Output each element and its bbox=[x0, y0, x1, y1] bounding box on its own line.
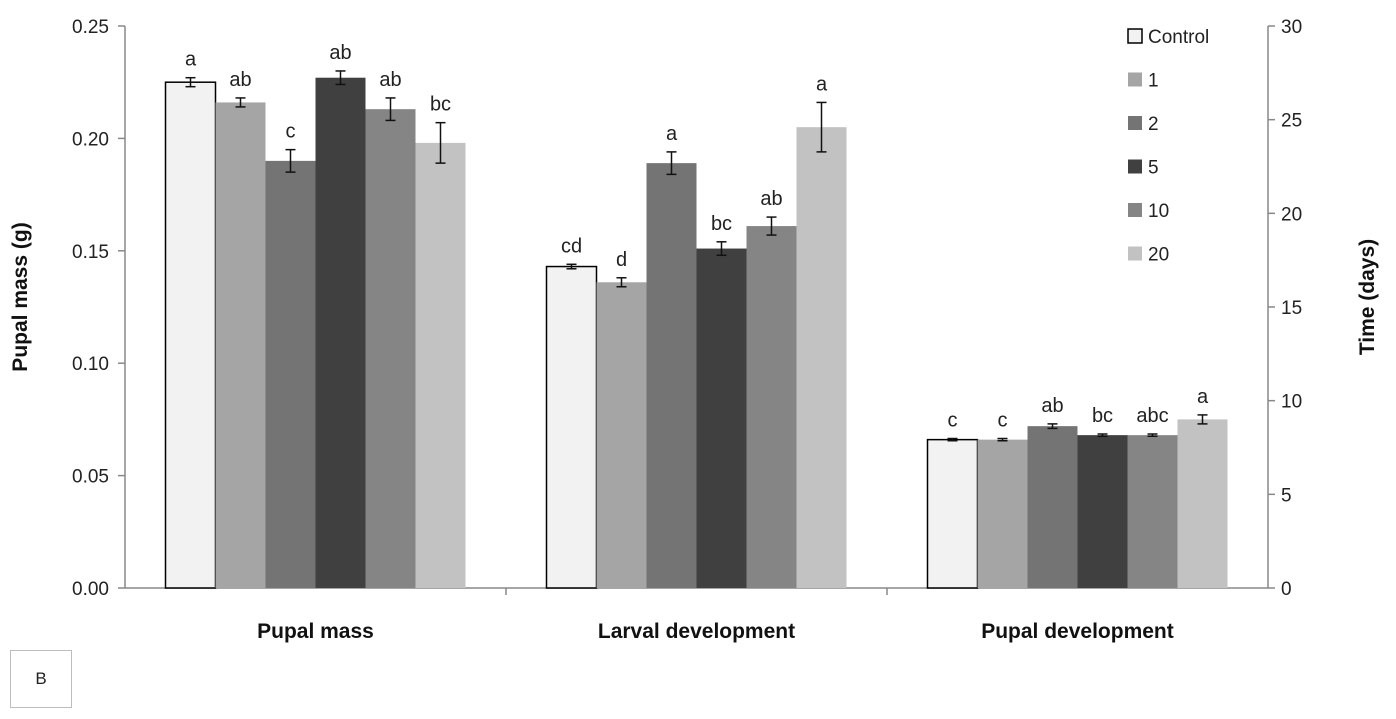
significance-label: c bbox=[948, 410, 958, 432]
legend-swatch bbox=[1128, 203, 1142, 217]
legend-label: 5 bbox=[1148, 158, 1159, 179]
significance-label: bc bbox=[1092, 405, 1113, 427]
bar bbox=[1027, 426, 1078, 588]
significance-label: c bbox=[998, 410, 1008, 432]
significance-label: abc bbox=[1136, 405, 1168, 427]
significance-label: cd bbox=[561, 235, 582, 257]
y2-tick-label: 15 bbox=[1281, 298, 1302, 319]
bar bbox=[1077, 435, 1128, 588]
bar bbox=[215, 102, 266, 588]
legend: Control 1 2 5 10 20 bbox=[1127, 27, 1209, 266]
y-tick-label: 0.00 bbox=[72, 579, 109, 600]
y-tick-label: 0.15 bbox=[72, 242, 109, 263]
y2-tick-label: 30 bbox=[1281, 17, 1302, 38]
significance-label: ab bbox=[760, 188, 782, 210]
legend-label: 10 bbox=[1148, 201, 1169, 222]
x-category-label: Larval development bbox=[598, 620, 795, 643]
y2-tick-label: 0 bbox=[1281, 579, 1292, 600]
bar bbox=[596, 282, 647, 588]
bar bbox=[796, 127, 847, 588]
y2-tick-label: 20 bbox=[1281, 204, 1302, 225]
significance-label: ab bbox=[1041, 395, 1063, 417]
y2-tick-label: 5 bbox=[1281, 485, 1292, 506]
bar bbox=[315, 77, 366, 588]
bar bbox=[164, 81, 217, 589]
significance-label: d bbox=[616, 249, 627, 271]
legend-swatch bbox=[1128, 159, 1142, 174]
legend-label: 2 bbox=[1148, 114, 1159, 135]
bar bbox=[696, 248, 747, 588]
bar bbox=[1127, 435, 1178, 588]
y-tick-label: 0.25 bbox=[72, 17, 109, 38]
x-category-label: Pupal development bbox=[981, 620, 1174, 643]
y2-tick-label: 25 bbox=[1281, 111, 1302, 132]
bar bbox=[746, 226, 797, 588]
y2-axis-title: Time (days) bbox=[1356, 239, 1379, 355]
significance-label: ab bbox=[379, 69, 401, 91]
significance-label: a bbox=[666, 123, 678, 145]
bars bbox=[164, 70, 1228, 589]
significance-label: bc bbox=[711, 213, 732, 235]
bar bbox=[977, 439, 1028, 588]
bar bbox=[646, 163, 697, 589]
tick-marks bbox=[118, 25, 1275, 595]
legend-label: Control bbox=[1148, 27, 1209, 48]
y-axis-title: Pupal mass (g) bbox=[9, 222, 32, 371]
bar bbox=[415, 142, 466, 588]
legend-label: 20 bbox=[1148, 245, 1169, 266]
legend-swatch bbox=[1128, 246, 1142, 261]
significance-label: a bbox=[185, 49, 197, 71]
significance-label: a bbox=[816, 73, 828, 95]
bar bbox=[1177, 419, 1228, 588]
significance-label: bc bbox=[430, 94, 451, 116]
significance-label: c bbox=[286, 121, 296, 143]
legend-swatch bbox=[1127, 28, 1143, 44]
bar bbox=[926, 438, 979, 589]
y-tick-label: 0.10 bbox=[72, 354, 109, 375]
legend-label: 1 bbox=[1148, 71, 1159, 92]
x-category-label: Pupal mass bbox=[257, 620, 374, 643]
panel-label: B bbox=[10, 650, 72, 708]
y-tick-label: 0.20 bbox=[72, 129, 109, 150]
legend-swatch bbox=[1128, 116, 1142, 130]
bar bbox=[365, 109, 416, 589]
bar bbox=[265, 160, 316, 588]
y-tick-label: 0.05 bbox=[72, 467, 109, 488]
bar bbox=[545, 265, 598, 589]
y2-tick-label: 10 bbox=[1281, 392, 1302, 413]
significance-label: ab bbox=[329, 42, 351, 64]
significance-label: ab bbox=[229, 69, 251, 91]
significance-label: a bbox=[1197, 386, 1209, 408]
labels: 0.000.050.100.150.200.25051015202530aabc… bbox=[72, 17, 1302, 643]
legend-swatch bbox=[1128, 72, 1142, 87]
